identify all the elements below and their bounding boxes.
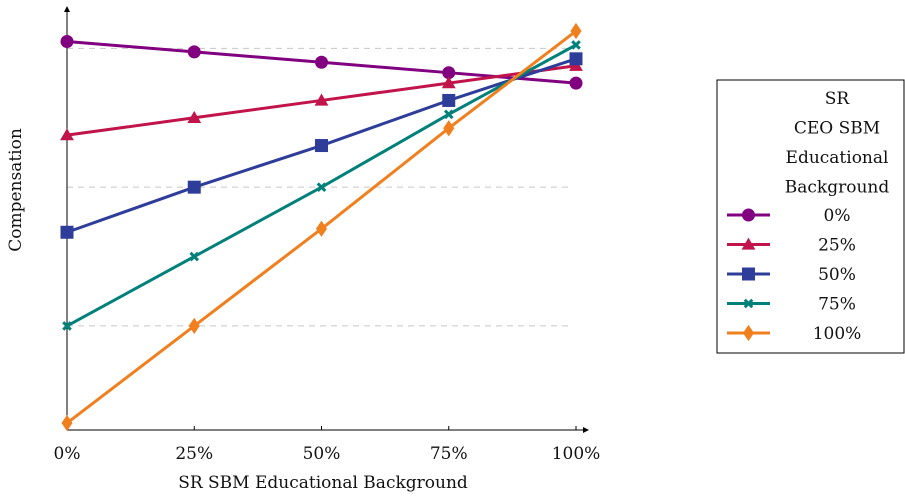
legend-title-line: CEO SBM xyxy=(794,119,880,139)
x-ticks: 0% 25% 50% 75% 100% xyxy=(54,426,601,464)
data-point xyxy=(569,76,583,90)
data-point xyxy=(187,45,201,59)
data-point xyxy=(316,182,327,192)
data-point xyxy=(314,93,329,106)
series-4 xyxy=(61,22,582,432)
series-2 xyxy=(60,52,583,239)
legend-entries: 0% 25% 50% 75% 100% xyxy=(727,206,861,344)
legend-entry: 100% xyxy=(727,324,861,344)
data-point xyxy=(187,180,201,194)
legend-title-line: Educational xyxy=(786,148,889,168)
data-point xyxy=(60,34,74,48)
x-tick-label: 75% xyxy=(430,444,468,464)
x-tick-label: 100% xyxy=(552,444,601,464)
data-point xyxy=(315,55,328,69)
series-layer xyxy=(60,22,583,432)
data-point xyxy=(443,109,454,120)
legend-title-line: Background xyxy=(785,178,890,198)
series-1 xyxy=(60,58,583,141)
legend-marker xyxy=(741,237,756,250)
data-point xyxy=(188,317,200,335)
x-axis-arrow xyxy=(583,427,589,433)
legend-title: SR CEO SBM Educational Background xyxy=(785,89,890,198)
data-point xyxy=(570,22,582,40)
data-point xyxy=(189,251,200,262)
data-point xyxy=(62,321,72,331)
x-tick-label: 50% xyxy=(303,444,341,464)
legend-entry: 75% xyxy=(727,295,856,315)
legend-marker xyxy=(742,208,755,222)
legend-label: 50% xyxy=(818,265,856,285)
legend-entry: 0% xyxy=(727,206,850,226)
legend-label: 0% xyxy=(824,206,851,226)
data-point xyxy=(442,66,456,80)
axes xyxy=(64,6,589,433)
legend-marker xyxy=(743,298,754,309)
legend-label: 75% xyxy=(818,295,856,315)
data-point xyxy=(441,76,456,89)
legend-label: 100% xyxy=(813,324,862,344)
legend: SR CEO SBM Educational Background 0% 25% 50% 7… xyxy=(716,79,905,354)
x-tick-label: 25% xyxy=(175,444,213,464)
data-point xyxy=(60,128,74,141)
data-point xyxy=(442,93,456,107)
data-point xyxy=(60,225,74,239)
legend-entry: 25% xyxy=(727,236,856,256)
data-point xyxy=(315,220,328,237)
x-tick-label: 0% xyxy=(54,444,81,464)
data-point xyxy=(569,52,583,66)
y-axis-title: Compensation xyxy=(6,128,26,252)
legend-marker xyxy=(742,324,755,342)
series-3 xyxy=(62,40,581,331)
legend-label: 25% xyxy=(818,236,856,256)
legend-entry: 50% xyxy=(727,265,856,285)
data-point xyxy=(571,40,581,50)
x-axis-title: SR SBM Educational Background xyxy=(178,473,468,493)
legend-title-line: SR xyxy=(825,89,851,109)
y-axis-arrow xyxy=(64,6,70,12)
legend-marker xyxy=(742,267,755,281)
data-point xyxy=(315,139,328,153)
data-point xyxy=(443,120,455,137)
data-point xyxy=(61,414,73,432)
grid-lines xyxy=(67,47,572,327)
data-point xyxy=(187,110,202,123)
